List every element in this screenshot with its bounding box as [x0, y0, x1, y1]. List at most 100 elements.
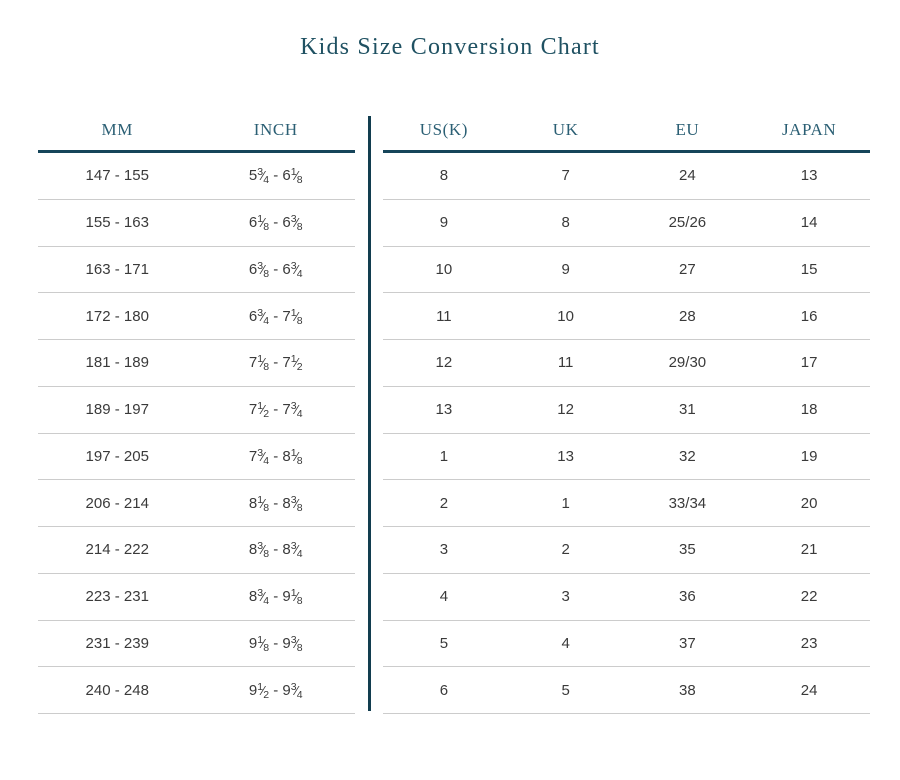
table-cell: 1: [504, 480, 627, 527]
column-header: MM: [38, 110, 197, 153]
table-cell: 172 - 180: [38, 293, 197, 340]
table-cell: 25/26: [626, 200, 749, 247]
table-cell: 3: [504, 574, 627, 621]
table-cell: 33/34: [626, 480, 749, 527]
fraction: 3⁄4: [257, 306, 270, 327]
table-cell: 23: [748, 621, 870, 668]
table-cell: 2: [383, 480, 505, 527]
table-cell: 7 1⁄2 - 7 3⁄4: [196, 387, 355, 434]
fraction: 3⁄4: [257, 587, 270, 608]
page-title: Kids Size Conversion Chart: [300, 34, 600, 60]
table-cell: 9: [504, 247, 627, 294]
table-cell: 189 - 197: [38, 387, 197, 434]
table-cell: 35: [626, 527, 749, 574]
table-cell: 2: [504, 527, 627, 574]
size-table: US(K) UK EU JAPAN 8 7 24 13 9 8 25/26 14 10 9 27 15 11 10…: [383, 110, 870, 714]
fraction: 3⁄4: [257, 166, 270, 187]
table-cell: 155 - 163: [38, 200, 197, 247]
table-cell: 28: [626, 293, 749, 340]
table-cell: 4: [383, 574, 505, 621]
table-cell: 1: [383, 434, 505, 481]
table-cell: 8: [383, 153, 505, 200]
table-cell: 13: [383, 387, 505, 434]
table-cell: 7 1⁄8 - 7 1⁄2: [196, 340, 355, 387]
table-cell: 38: [626, 667, 749, 714]
table-cell: 9 1⁄2 - 9 3⁄4: [196, 667, 355, 714]
table-cell: 3: [383, 527, 505, 574]
table-cell: 10: [504, 293, 627, 340]
column-header: US(K): [383, 110, 505, 153]
fraction: 3⁄8: [290, 213, 303, 234]
table-cell: 18: [748, 387, 870, 434]
table-cell: 13: [748, 153, 870, 200]
table-cell: 5: [383, 621, 505, 668]
table-cell: 7 3⁄4 - 8 1⁄8: [196, 434, 355, 481]
table-cell: 11: [504, 340, 627, 387]
table-cell: 8: [504, 200, 627, 247]
fraction: 1⁄2: [257, 400, 270, 421]
table-cell: 12: [504, 387, 627, 434]
fraction: 1⁄2: [257, 680, 270, 701]
table-cell: 147 - 155: [38, 153, 197, 200]
table-cell: 36: [626, 574, 749, 621]
table-cell: 240 - 248: [38, 667, 197, 714]
fraction: 3⁄8: [257, 259, 270, 280]
fraction: 3⁄4: [290, 400, 303, 421]
measurement-table: MM INCH 147 - 155 5 3⁄4 - 6 1⁄8 155 - 163 6 1⁄8 …: [38, 110, 355, 714]
column-header: INCH: [196, 110, 355, 153]
table-cell: 21: [748, 527, 870, 574]
fraction: 1⁄8: [290, 306, 303, 327]
table-cell: 6 1⁄8 - 6 3⁄8: [196, 200, 355, 247]
table-cell: 223 - 231: [38, 574, 197, 621]
table-cell: 214 - 222: [38, 527, 197, 574]
table-cell: 24: [748, 667, 870, 714]
fraction: 3⁄4: [290, 259, 303, 280]
fraction: 3⁄8: [257, 540, 270, 561]
fraction: 3⁄8: [290, 633, 303, 654]
table-cell: 6: [383, 667, 505, 714]
table-cell: 5: [504, 667, 627, 714]
table-cell: 19: [748, 434, 870, 481]
table-cell: 15: [748, 247, 870, 294]
fraction: 3⁄4: [290, 540, 303, 561]
table-cell: 14: [748, 200, 870, 247]
table-cell: 197 - 205: [38, 434, 197, 481]
column-header: EU: [626, 110, 749, 153]
table-cell: 181 - 189: [38, 340, 197, 387]
table-cell: 6 3⁄4 - 7 1⁄8: [196, 293, 355, 340]
table-cell: 11: [383, 293, 505, 340]
table-cell: 22: [748, 574, 870, 621]
table-cell: 4: [504, 621, 627, 668]
table-cell: 5 3⁄4 - 6 1⁄8: [196, 153, 355, 200]
fraction: 1⁄8: [257, 493, 270, 514]
table-cell: 231 - 239: [38, 621, 197, 668]
table-cell: 31: [626, 387, 749, 434]
fraction: 1⁄8: [257, 633, 270, 654]
column-header: UK: [504, 110, 627, 153]
table-cell: 20: [748, 480, 870, 527]
table-cell: 13: [504, 434, 627, 481]
fraction: 1⁄8: [257, 353, 270, 374]
fraction: 1⁄8: [290, 587, 303, 608]
table-cell: 206 - 214: [38, 480, 197, 527]
table-cell: 8 3⁄8 - 8 3⁄4: [196, 527, 355, 574]
table-cell: 17: [748, 340, 870, 387]
table-cell: 37: [626, 621, 749, 668]
table-cell: 27: [626, 247, 749, 294]
section-divider: [368, 116, 371, 711]
fraction: 3⁄8: [290, 493, 303, 514]
table-cell: 32: [626, 434, 749, 481]
table-cell: 163 - 171: [38, 247, 197, 294]
column-header: JAPAN: [748, 110, 870, 153]
fraction: 3⁄4: [257, 446, 270, 467]
table-cell: 7: [504, 153, 627, 200]
fraction: 1⁄8: [290, 446, 303, 467]
fraction: 3⁄4: [290, 680, 303, 701]
table-cell: 9: [383, 200, 505, 247]
table-cell: 8 3⁄4 - 9 1⁄8: [196, 574, 355, 621]
table-cell: 12: [383, 340, 505, 387]
fraction: 1⁄2: [290, 353, 303, 374]
table-cell: 6 3⁄8 - 6 3⁄4: [196, 247, 355, 294]
table-cell: 8 1⁄8 - 8 3⁄8: [196, 480, 355, 527]
